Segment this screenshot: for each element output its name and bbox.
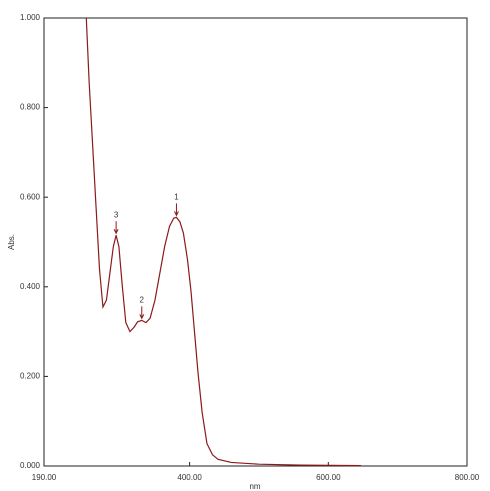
peak-label: 1 [174,192,179,201]
x-axis-label: nm [249,482,260,491]
peak-label: 2 [140,296,145,305]
x-tick-label: 800.00 [455,473,480,482]
y-tick-label: 1.000 [20,13,41,22]
x-tick-label: 190.00 [32,473,57,482]
plot-frame [43,17,468,467]
peak-arrow [139,306,145,320]
spectrum-line [85,17,361,467]
y-axis-label: Abs. [7,234,16,250]
x-tick-label: 600.00 [316,473,341,482]
y-tick-label: 0.200 [20,372,41,381]
y-tick-label: 0.400 [20,282,41,291]
x-tick-label: 400.00 [177,473,202,482]
peak-label: 3 [114,210,119,219]
peak-arrow [113,221,119,235]
y-tick-label: 0.800 [20,103,41,112]
y-tick-label: 0.000 [20,461,41,470]
peak-arrow [174,203,179,217]
y-tick-label: 0.600 [20,192,41,201]
